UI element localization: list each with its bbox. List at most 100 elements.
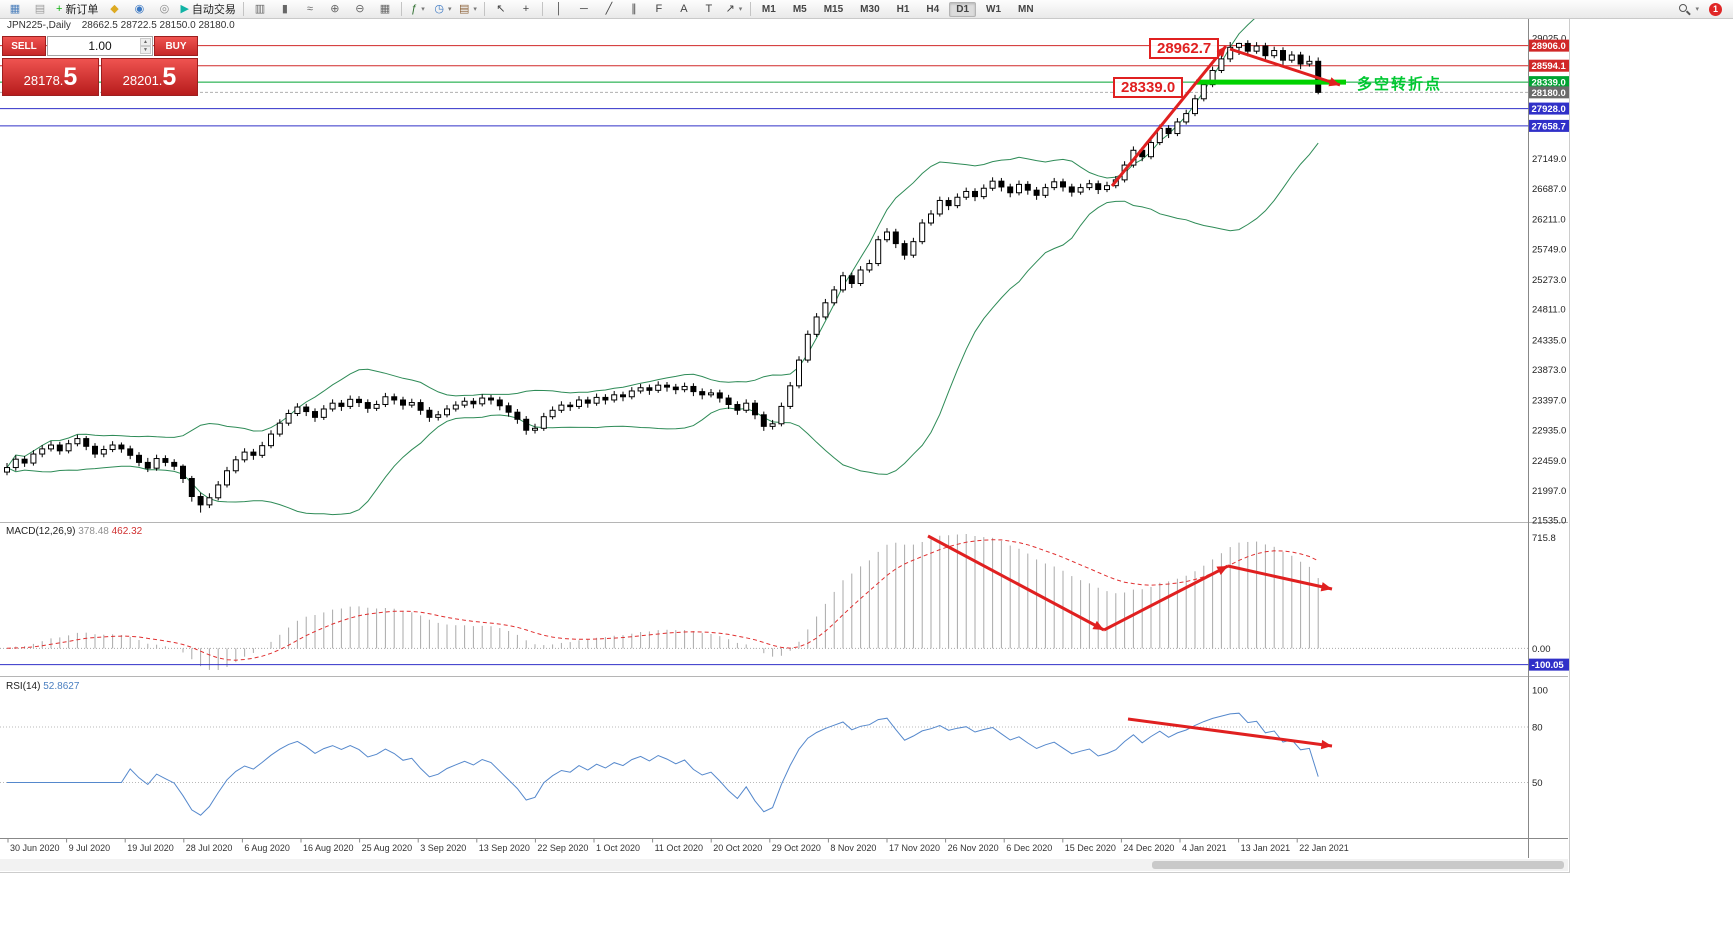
label-icon[interactable]: T: [697, 0, 721, 18]
timeframe-d1[interactable]: D1: [949, 1, 977, 17]
svg-text:28594.1: 28594.1: [1532, 61, 1567, 72]
cursor-icon[interactable]: ↖: [489, 0, 513, 18]
text-icon-glyph: A: [680, 2, 688, 15]
indicators-icon-glyph: ƒ: [411, 2, 418, 15]
svg-text:30 Jun 2020: 30 Jun 2020: [10, 843, 60, 853]
line-chart-mode-icon-glyph: ≈: [306, 2, 313, 15]
text-icon[interactable]: A: [672, 0, 696, 18]
svg-text:13 Sep 2020: 13 Sep 2020: [479, 843, 530, 853]
arrows-icon-glyph: ↗: [725, 2, 735, 15]
buy-tab[interactable]: BUY: [154, 36, 198, 56]
svg-text:11 Oct 2020: 11 Oct 2020: [655, 843, 703, 853]
svg-text:22 Sep 2020: 22 Sep 2020: [537, 843, 588, 853]
price-annotation-level: 28339.0: [1113, 77, 1184, 98]
periods-icon-dropdown: ▾: [447, 6, 452, 13]
crosshair-icon-glyph: +: [522, 2, 530, 15]
svg-text:13 Jan 2021: 13 Jan 2021: [1241, 843, 1291, 853]
candlestick-mode-icon-glyph: ▮: [281, 2, 288, 15]
chart-profiles-icon[interactable]: ▤: [28, 0, 52, 18]
new-order-button[interactable]: + 新订单: [53, 0, 101, 18]
history-center-icon[interactable]: ◆: [102, 0, 126, 18]
bar-chart-mode-icon-glyph: ▥: [254, 2, 266, 15]
autotrading-button-glyph: ▶: [180, 2, 189, 15]
search-dropdown-icon: ▾: [1695, 6, 1699, 13]
web-community-icon[interactable]: ◉: [127, 0, 151, 18]
svg-text:26687.0: 26687.0: [1532, 184, 1566, 195]
svg-text:20 Oct 2020: 20 Oct 2020: [713, 843, 762, 853]
timeframe-h1[interactable]: H1: [896, 3, 910, 15]
lot-size-field[interactable]: 1.00 ▲ ▼: [47, 36, 153, 56]
candlestick-mode-icon[interactable]: ▮: [273, 0, 297, 18]
svg-text:28906.0: 28906.0: [1532, 41, 1566, 52]
search-icon: [1678, 3, 1691, 16]
svg-text:6 Aug 2020: 6 Aug 2020: [244, 843, 290, 853]
history-center-icon-glyph: ◆: [110, 2, 119, 15]
svg-text:24811.0: 24811.0: [1532, 305, 1566, 316]
svg-text:16 Aug 2020: 16 Aug 2020: [303, 843, 354, 853]
buy-price: 28201.: [122, 73, 163, 88]
svg-text:-100.05: -100.05: [1532, 660, 1565, 671]
lot-increase-button[interactable]: ▲: [140, 38, 151, 46]
one-click-trading-panel: SELL 1.00 ▲ ▼ BUY 28178.5 28201.5: [2, 36, 198, 96]
new-chart-icon[interactable]: ▦: [3, 0, 27, 18]
svg-text:0.00: 0.00: [1532, 644, 1551, 655]
periods-icon-glyph: ◷: [434, 2, 444, 15]
zoom-in-icon-glyph: ⊕: [330, 2, 340, 15]
fibonacci-icon[interactable]: F: [647, 0, 671, 18]
line-chart-mode-icon[interactable]: ≈: [298, 0, 322, 18]
vertical-line-icon[interactable]: │: [547, 0, 571, 18]
ohlc-values: 28662.5 28722.5 28150.0 28180.0: [81, 20, 235, 31]
svg-text:28180.0: 28180.0: [1532, 88, 1566, 99]
crosshair-icon[interactable]: +: [514, 0, 538, 18]
svg-text:1 Oct 2020: 1 Oct 2020: [596, 843, 640, 853]
zoom-out-icon-glyph: ⊖: [355, 2, 365, 15]
periods-icon[interactable]: ◷ ▾: [431, 0, 455, 18]
timeframe-mn[interactable]: MN: [1018, 3, 1034, 15]
market-icon[interactable]: ◎: [152, 0, 176, 18]
timeframe-m5[interactable]: M5: [792, 3, 807, 15]
timeframe-h4[interactable]: H4: [926, 3, 940, 15]
sell-tab[interactable]: SELL: [2, 36, 46, 56]
search-button[interactable]: ▾: [1675, 0, 1702, 18]
sell-button[interactable]: 28178.5: [2, 58, 99, 96]
svg-text:29025.0: 29025.0: [1532, 33, 1566, 44]
tile-windows-icon[interactable]: ▦: [373, 0, 397, 18]
zoom-out-icon[interactable]: ⊖: [348, 0, 372, 18]
templates-icon-glyph: ▤: [458, 2, 470, 15]
timeframe-w1[interactable]: W1: [986, 3, 1002, 15]
symbol-period-label: JPN225-,Daily: [7, 20, 71, 31]
bar-chart-mode-icon[interactable]: ▥: [248, 0, 272, 18]
tile-windows-icon-glyph: ▦: [379, 2, 391, 15]
svg-text:27149.0: 27149.0: [1532, 154, 1566, 165]
buy-button[interactable]: 28201.5: [101, 58, 198, 96]
indicators-icon[interactable]: ƒ ▾: [406, 0, 430, 18]
trendline-icon[interactable]: ╱: [597, 0, 621, 18]
new-order-button-label: 新订单: [65, 4, 99, 16]
templates-icon[interactable]: ▤ ▾: [456, 0, 480, 18]
h-scrollbar-thumb[interactable]: [1152, 861, 1564, 869]
svg-text:19 Jul 2020: 19 Jul 2020: [127, 843, 174, 853]
svg-text:22459.0: 22459.0: [1532, 456, 1566, 467]
svg-text:8 Nov 2020: 8 Nov 2020: [830, 843, 876, 853]
channel-icon[interactable]: ∥: [622, 0, 646, 18]
lot-size-value: 1.00: [88, 39, 112, 53]
chart-title-overlay: JPN225-,Daily 28662.5 28722.5 28150.0 28…: [7, 20, 235, 31]
cursor-icon-glyph: ↖: [496, 2, 506, 15]
lot-decrease-button[interactable]: ▼: [140, 46, 151, 54]
web-community-icon-glyph: ◉: [134, 2, 145, 15]
toolbar-divider: [483, 2, 485, 16]
zoom-in-icon[interactable]: ⊕: [323, 0, 347, 18]
timeframe-m15[interactable]: M15: [823, 3, 844, 15]
arrows-icon[interactable]: ↗ ▾: [722, 0, 746, 18]
timeframe-m30[interactable]: M30: [860, 3, 880, 15]
notification-badge[interactable]: 1: [1709, 2, 1722, 16]
svg-text:9 Jul 2020: 9 Jul 2020: [69, 843, 111, 853]
horizontal-line-icon[interactable]: ─: [572, 0, 596, 18]
svg-text:22935.0: 22935.0: [1532, 425, 1566, 436]
svg-text:50: 50: [1532, 778, 1543, 789]
timeframe-m1[interactable]: M1: [761, 3, 776, 15]
autotrading-button[interactable]: ▶ 自动交易: [177, 0, 238, 18]
svg-text:26 Nov 2020: 26 Nov 2020: [948, 843, 999, 853]
svg-text:29 Oct 2020: 29 Oct 2020: [772, 843, 821, 853]
